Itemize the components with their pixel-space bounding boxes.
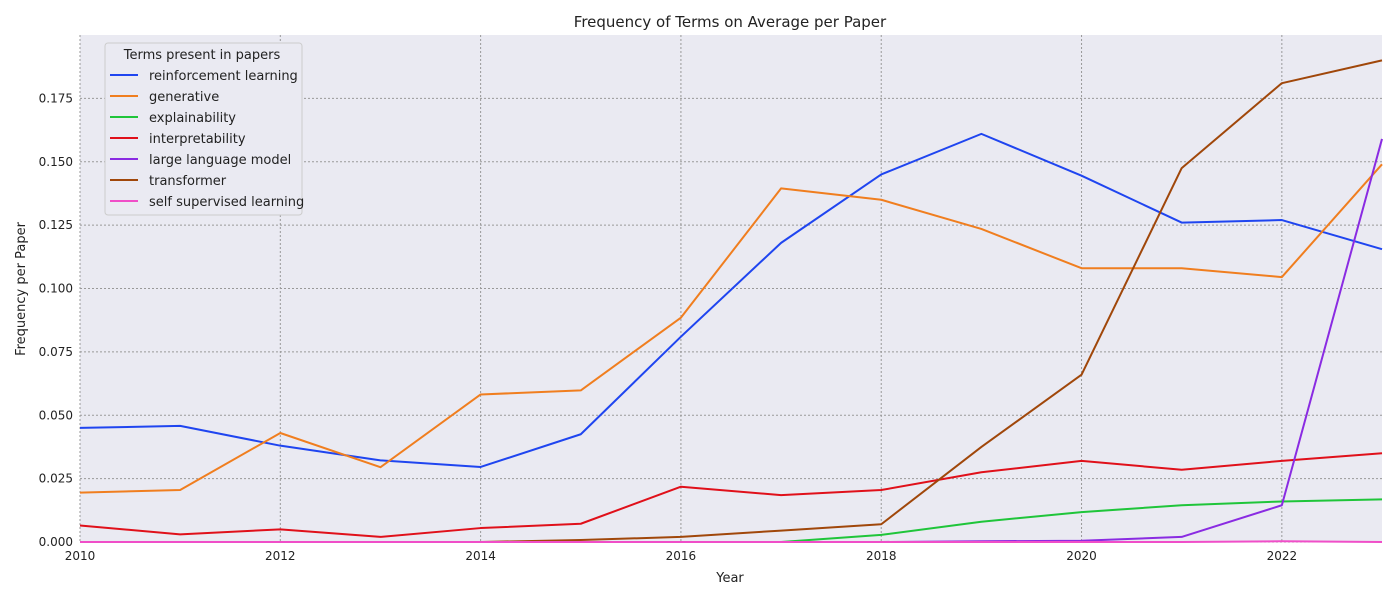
legend-item-explainability: explainability	[110, 111, 236, 126]
legend-items: reinforcement learning generative explaina…	[110, 69, 304, 210]
legend-label: self supervised learning	[149, 195, 304, 210]
y-tick-label: 0.025	[39, 472, 73, 486]
legend-item-reinforcement-learning: reinforcement learning	[110, 69, 298, 84]
y-tick-label: 0.050	[39, 408, 73, 422]
legend-label: reinforcement learning	[149, 69, 298, 84]
series-line-generative	[79, 163, 1383, 494]
x-tick-label: 2022	[1267, 549, 1298, 563]
series-line-reinforcement-learning	[79, 132, 1383, 468]
legend-label: explainability	[149, 111, 236, 126]
legend-box	[104, 42, 303, 216]
y-tick-label: 0.000	[39, 535, 73, 549]
x-tick-label: 2010	[65, 549, 96, 563]
x-tick-label: 2020	[1066, 549, 1097, 563]
legend-item-generative: generative	[110, 90, 219, 105]
legend-item-self-supervised-learning: self supervised learning	[110, 195, 304, 210]
y-tick-label: 0.125	[39, 218, 73, 232]
y-axis-label: Frequency per Paper	[14, 221, 29, 355]
y-tick-label: 0.075	[39, 345, 73, 359]
y-tick-label: 0.150	[39, 155, 73, 169]
legend-item-large-language-model: large language model	[110, 153, 291, 168]
legend-label: large language model	[149, 153, 291, 168]
legend-title: Terms present in papers	[123, 48, 281, 63]
series-lines	[79, 59, 1383, 543]
legend-label: transformer	[149, 174, 227, 189]
x-tick-label: 2012	[265, 549, 296, 563]
legend: Terms present in papers reinforcement le…	[104, 42, 304, 216]
x-tick-label: 2014	[465, 549, 496, 563]
legend-label: interpretability	[149, 132, 246, 147]
x-axis-label: Year	[715, 571, 744, 586]
legend-item-interpretability: interpretability	[110, 132, 246, 147]
chart-title: Frequency of Terms on Average per Paper	[574, 13, 887, 31]
x-tick-label: 2016	[666, 549, 697, 563]
axis-ticks: 2010 2012 2014 2016 2018 2020 2022 0.000 0.025 0.…	[39, 91, 1297, 563]
legend-item-transformer: transformer	[110, 174, 227, 189]
y-tick-label: 0.175	[39, 91, 73, 105]
series-line-interpretability	[79, 452, 1383, 538]
y-tick-label: 0.100	[39, 282, 73, 296]
legend-label: generative	[149, 90, 219, 105]
x-tick-label: 2018	[866, 549, 897, 563]
series-line-self-supervised-learning	[80, 540, 1383, 543]
